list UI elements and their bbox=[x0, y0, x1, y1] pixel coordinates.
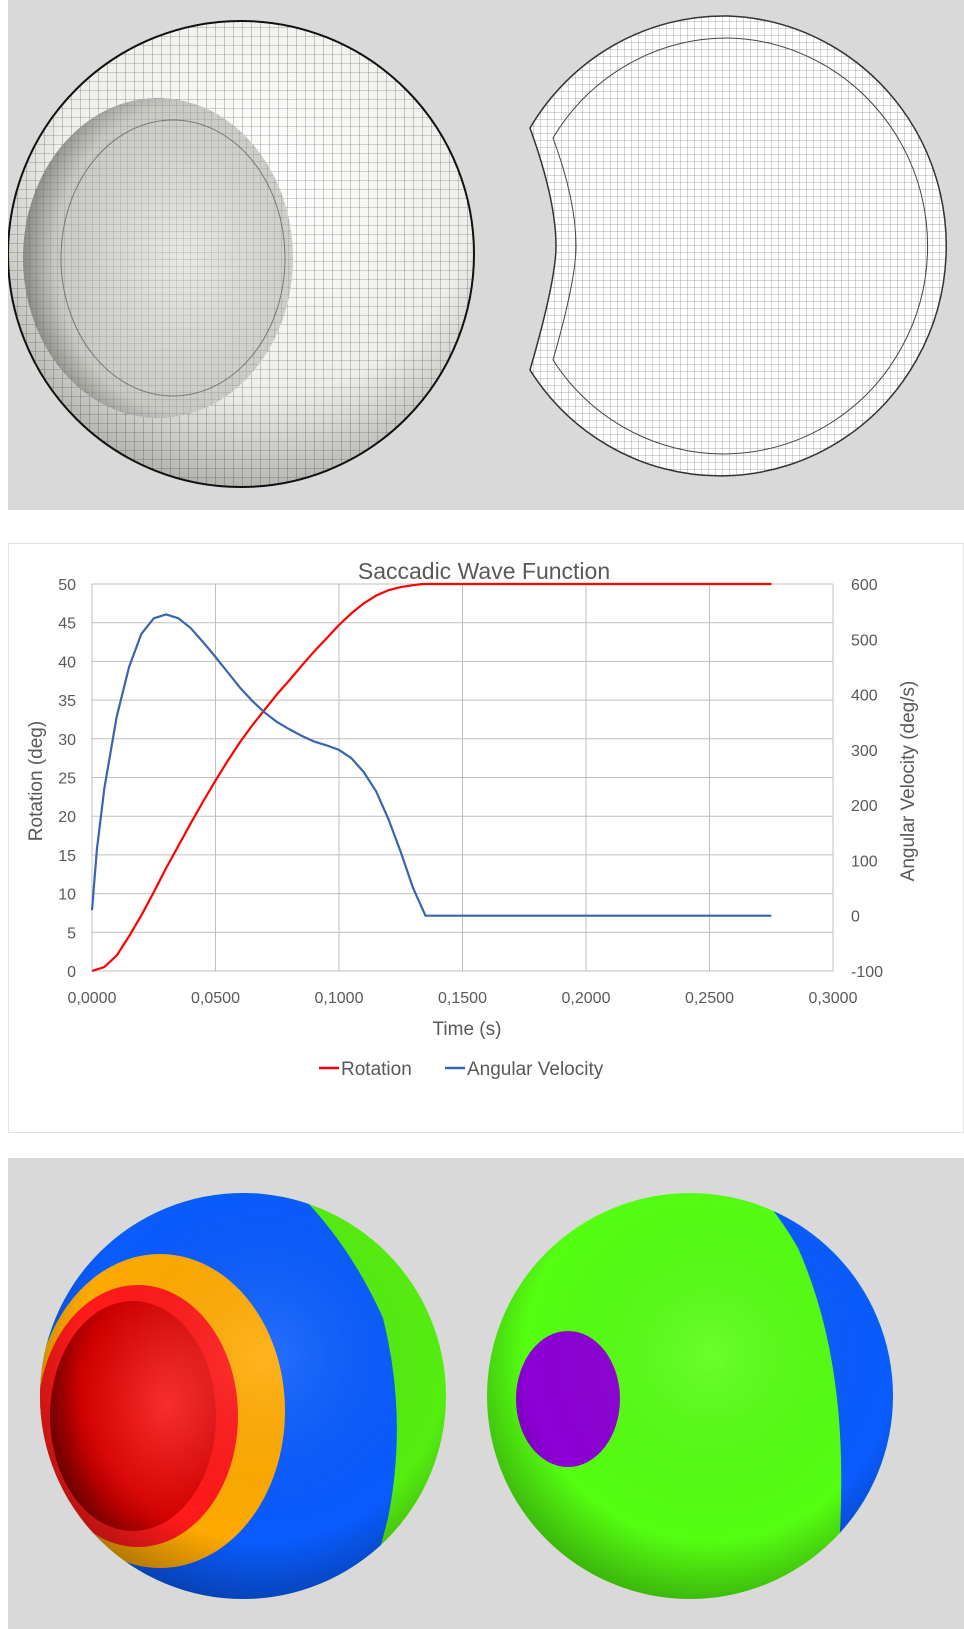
x-tick-label: 0,1000 bbox=[315, 990, 364, 1007]
y2-tick-label: -100 bbox=[851, 964, 883, 981]
saccadic-chart: Saccadic Wave Function 0,0000 0,0500 0,100… bbox=[26, 558, 919, 1080]
mesh-cross-section bbox=[529, 15, 948, 477]
y2-tick-label: 400 bbox=[851, 688, 878, 705]
x-tick-label: 0,1500 bbox=[438, 990, 487, 1007]
x-tick-label: 0,3000 bbox=[809, 990, 858, 1007]
chart-panel: Saccadic Wave Function 0,0000 0,0500 0,100… bbox=[8, 543, 964, 1133]
y2-axis-title: Angular Velocity (deg/s) bbox=[898, 681, 919, 882]
mesh-sphere-left bbox=[8, 20, 475, 488]
y-tick-label: 5 bbox=[67, 925, 76, 942]
x-tick-label: 0,2000 bbox=[562, 990, 611, 1007]
y-tick-label: 0 bbox=[67, 964, 76, 981]
region-views-svg bbox=[40, 1193, 893, 1599]
legend-label: Angular Velocity bbox=[467, 1059, 604, 1080]
mesh-views-panel bbox=[8, 0, 964, 510]
x-tick-label: 0,2500 bbox=[685, 990, 734, 1007]
region-sphere-left bbox=[40, 1193, 446, 1599]
y2-tick-label: 500 bbox=[851, 632, 878, 649]
region-sphere-right bbox=[487, 1193, 893, 1599]
y2-tick-label: 100 bbox=[851, 853, 878, 870]
y-tick-label: 30 bbox=[58, 732, 76, 749]
legend-label: Rotation bbox=[341, 1059, 412, 1080]
chart-title: Saccadic Wave Function bbox=[358, 558, 610, 584]
y-tick-label: 45 bbox=[58, 616, 76, 633]
y-tick-label: 10 bbox=[58, 887, 76, 904]
region-views-panel bbox=[8, 1158, 964, 1629]
x-tick-label: 0,0000 bbox=[68, 990, 117, 1007]
x-axis-title: Time (s) bbox=[433, 1019, 502, 1040]
y2-tick-label: 600 bbox=[851, 577, 878, 594]
y2-tick-label: 0 bbox=[851, 909, 860, 926]
chart-legend: Rotation Angular Velocity bbox=[319, 1059, 604, 1080]
y-tick-label: 20 bbox=[58, 809, 76, 826]
rotation-series-line bbox=[91, 582, 772, 973]
x-tick-label: 0,0500 bbox=[191, 990, 240, 1007]
mesh-views-svg bbox=[8, 15, 948, 488]
y2-tick-label: 200 bbox=[851, 798, 878, 815]
y-tick-label: 50 bbox=[58, 577, 76, 594]
y2-tick-label: 300 bbox=[851, 743, 878, 760]
angular-velocity-series-line bbox=[90, 613, 772, 917]
y-tick-label: 35 bbox=[58, 693, 76, 710]
y-tick-label: 25 bbox=[58, 771, 76, 788]
y-tick-label: 40 bbox=[58, 654, 76, 671]
y-axis-title: Rotation (deg) bbox=[26, 721, 47, 841]
y-tick-label: 15 bbox=[58, 848, 76, 865]
